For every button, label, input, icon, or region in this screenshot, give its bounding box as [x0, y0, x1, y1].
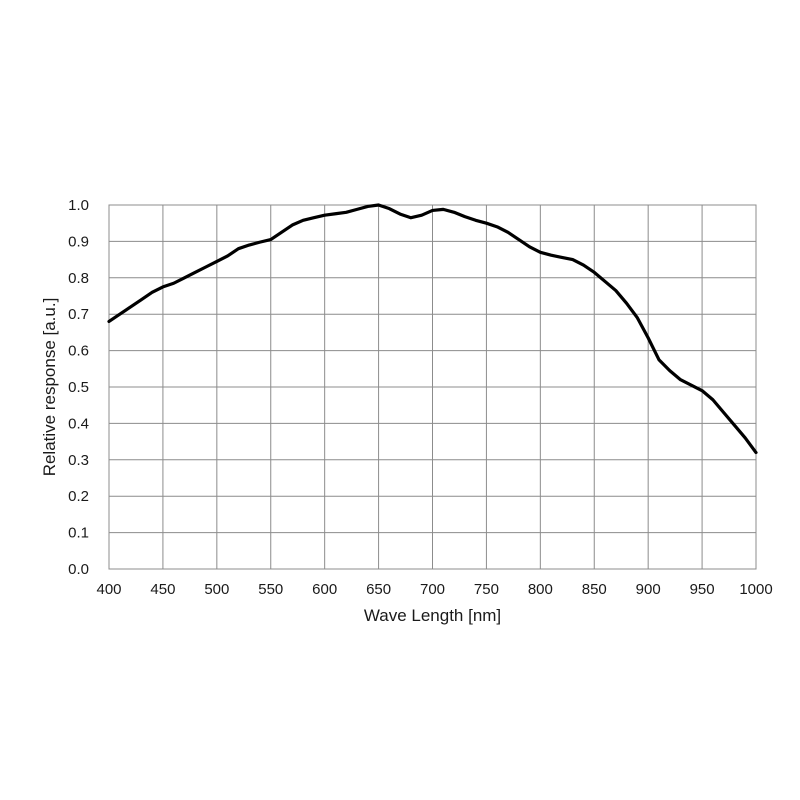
series-line	[107, 203, 758, 455]
y-tick-label: 0.6	[68, 343, 89, 360]
y-axis-ticks: 0.0 0.1 0.2 0.3 0.4 0.5 0.6 0.7 0.8 0.9 1.0	[68, 197, 89, 578]
x-tick-label: 800	[528, 581, 553, 598]
y-tick-label: 0.3	[68, 452, 89, 469]
x-tick-label: 600	[312, 581, 337, 598]
y-tick-label: 0.2	[68, 488, 89, 505]
x-tick-label: 900	[636, 581, 661, 598]
grid-lines	[108, 204, 757, 570]
y-tick-label: 0.1	[68, 525, 89, 542]
series-group	[107, 203, 758, 455]
x-tick-label: 450	[150, 581, 175, 598]
y-tick-label: 1.0	[68, 197, 89, 214]
x-tick-label: 1000	[739, 581, 772, 598]
y-tick-label: 0.8	[68, 270, 89, 287]
x-tick-label: 850	[582, 581, 607, 598]
y-tick-label: 0.4	[68, 415, 89, 432]
y-tick-label: 0.0	[68, 561, 89, 578]
x-tick-label: 550	[258, 581, 283, 598]
y-tick-label: 0.5	[68, 379, 89, 396]
x-axis-title: Wave Length [nm]	[364, 606, 501, 625]
x-tick-label: 500	[204, 581, 229, 598]
y-axis-title: Relative response [a.u.]	[40, 298, 59, 477]
x-axis-ticks: 400 450 500 550 600 650 700 750 800 850 900 950 1000	[96, 581, 772, 598]
x-tick-label: 750	[474, 581, 499, 598]
y-tick-label: 0.9	[68, 233, 89, 250]
plot-area	[108, 204, 757, 570]
x-tick-label: 400	[96, 581, 121, 598]
y-tick-label: 0.7	[68, 306, 89, 323]
x-tick-label: 650	[366, 581, 391, 598]
x-tick-label: 700	[420, 581, 445, 598]
x-tick-label: 950	[690, 581, 715, 598]
